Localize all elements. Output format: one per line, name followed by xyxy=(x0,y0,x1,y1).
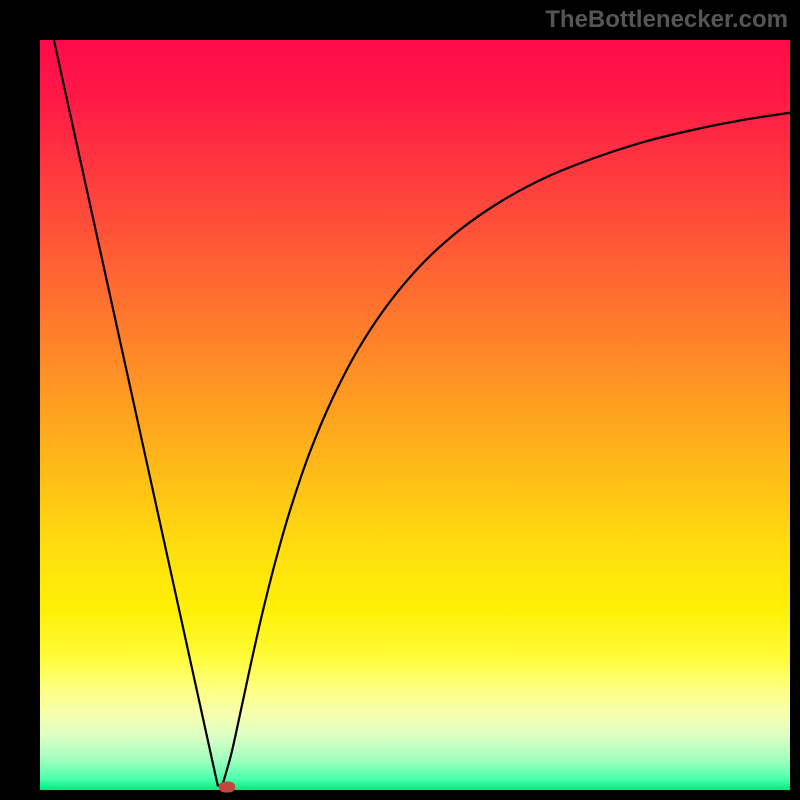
frame-right xyxy=(790,0,800,800)
plot-area xyxy=(40,40,790,790)
curve-svg xyxy=(40,40,790,790)
watermark-text: TheBottlenecker.com xyxy=(545,6,788,34)
frame-left xyxy=(0,0,40,800)
minimum-marker xyxy=(219,782,235,793)
bottleneck-curve xyxy=(54,40,790,786)
frame-bottom xyxy=(0,790,800,800)
